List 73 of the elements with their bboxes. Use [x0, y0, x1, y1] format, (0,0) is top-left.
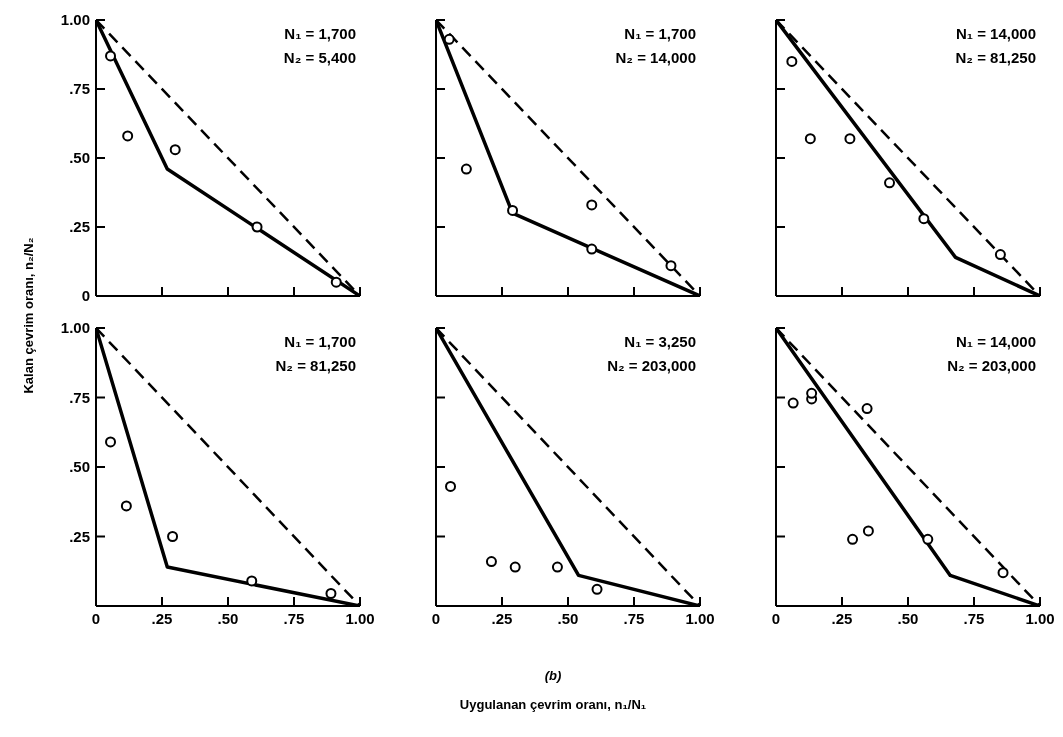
y-tick-label: .75 — [69, 80, 90, 97]
y-tick-label: .75 — [69, 388, 90, 406]
x-tick-label: .75 — [623, 610, 645, 627]
x-tick-label: .75 — [963, 610, 985, 627]
point — [443, 33, 455, 45]
point — [591, 583, 603, 595]
x-axis-title: Uygulanan çevrim oranı, n₁/N₁ — [458, 697, 648, 712]
point — [586, 243, 598, 255]
x-tick-label: 0 — [431, 610, 441, 627]
point — [586, 199, 598, 211]
point — [251, 221, 263, 233]
point — [169, 144, 181, 156]
x-tick-label: .25 — [831, 610, 853, 627]
annotation: N₂ = 5,400 — [283, 48, 356, 68]
y-axis-title: Kalan çevrim oranı, n₂/N₂ — [20, 236, 36, 396]
annotation: N₂ = 14,000 — [615, 48, 696, 68]
point — [551, 561, 563, 573]
point — [786, 55, 798, 67]
x-tick-label: .50 — [217, 610, 239, 627]
y-tick-label: .50 — [69, 458, 90, 475]
point — [485, 556, 497, 568]
y-tick-label: 1.00 — [60, 11, 90, 28]
x-tick-label: .50 — [897, 610, 919, 627]
annotation: N₂ = 203,000 — [607, 356, 696, 376]
point — [994, 249, 1006, 261]
point — [105, 50, 117, 62]
point — [330, 276, 342, 288]
point — [246, 575, 258, 587]
x-tick-label: .25 — [491, 610, 513, 627]
point — [844, 133, 856, 145]
point — [862, 525, 874, 537]
y-tick-label: 0 — [81, 287, 90, 304]
point — [918, 213, 930, 225]
point — [445, 480, 457, 492]
point — [167, 531, 179, 542]
text: (b) — [543, 668, 563, 683]
point — [997, 567, 1009, 579]
annotation: N₂ = 81,250 — [955, 48, 1036, 68]
x-tick-label: 1.00 — [1025, 610, 1055, 627]
y-tick-label: .25 — [69, 527, 90, 545]
annotation: N₁ = 1,700 — [283, 24, 356, 44]
y-tick-label: 1.00 — [60, 319, 90, 336]
x-tick-label: 0 — [771, 610, 781, 627]
point — [122, 130, 134, 142]
point — [507, 204, 519, 216]
annotation: N₁ = 1,700 — [283, 332, 356, 352]
y-tick-label: .25 — [69, 218, 90, 235]
annotation: N₁ = 3,250 — [623, 332, 696, 352]
annotation: N₁ = 1,700 — [623, 24, 696, 44]
x-tick-label: 1.00 — [685, 610, 715, 627]
point — [847, 533, 859, 545]
annotation: N₂ = 81,250 — [275, 356, 356, 376]
annotation: N₁ = 14,000 — [955, 24, 1036, 44]
point — [787, 397, 799, 409]
point — [861, 403, 873, 415]
annotation: N₁ = 14,000 — [955, 332, 1036, 352]
annotation: N₂ = 203,000 — [947, 356, 1036, 376]
point — [509, 561, 521, 573]
point — [105, 436, 117, 448]
point — [120, 500, 132, 512]
x-tick-label: .25 — [151, 610, 173, 627]
point — [460, 163, 472, 175]
x-tick-label: .75 — [283, 610, 305, 627]
point — [806, 387, 818, 399]
point — [804, 133, 816, 145]
point — [665, 260, 677, 272]
point — [325, 587, 337, 599]
point — [922, 533, 934, 545]
point — [884, 177, 896, 189]
x-tick-label: 0 — [91, 610, 101, 627]
y-tick-label: .50 — [69, 149, 90, 166]
x-tick-label: .50 — [557, 610, 579, 627]
x-tick-label: 1.00 — [345, 610, 375, 627]
